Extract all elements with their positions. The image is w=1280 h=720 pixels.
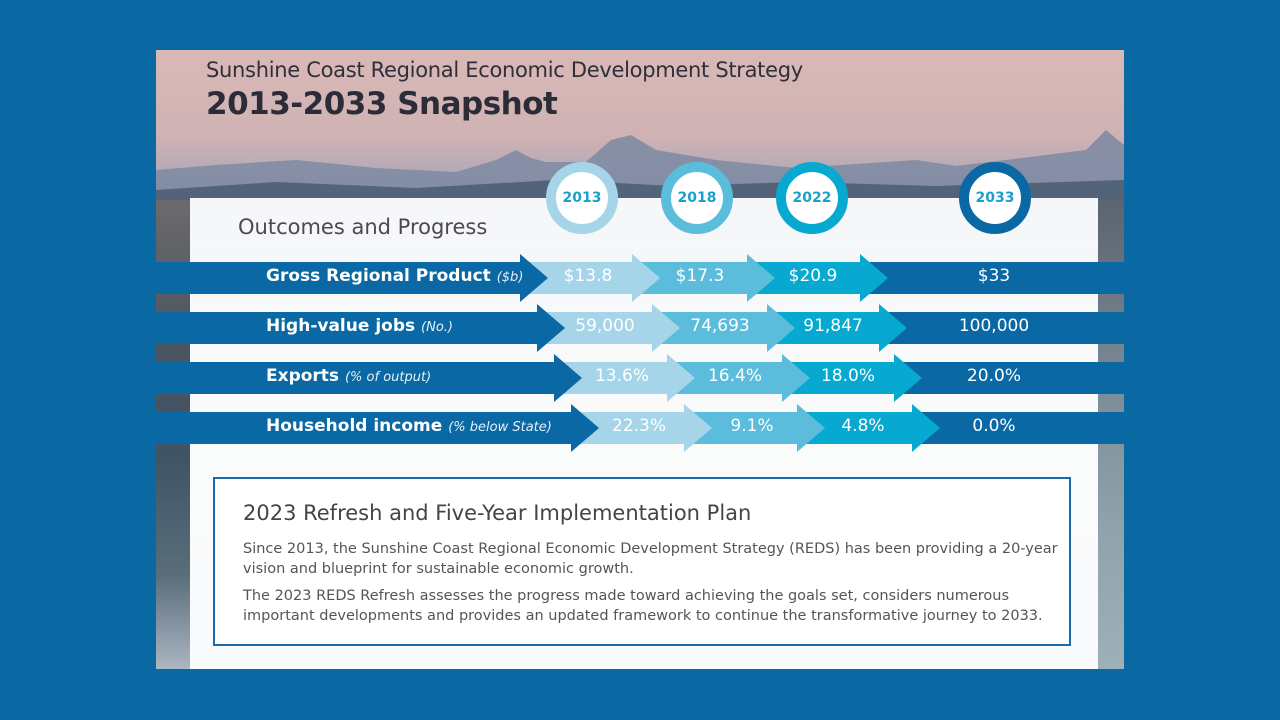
arrow-2013 [537, 304, 680, 352]
refresh-paragraph-2: The 2023 REDS Refresh assesses the progr… [243, 588, 1043, 624]
arrow-2018 [667, 354, 810, 402]
value-2022: $20.9 [788, 266, 838, 286]
metric-unit: (% below State) [448, 420, 552, 435]
metric-row: High-value jobs (No.) 59,000 74,693 91,847 1… [156, 304, 1124, 352]
metric-row: Gross Regional Product ($b) $13.8 $17.3 $20… [156, 254, 1124, 302]
snapshot-card: Sunshine Coast Regional Economic Develop… [156, 50, 1124, 669]
label-arrow [156, 254, 548, 302]
arrow-2013 [571, 404, 712, 452]
value-2022: 18.0% [820, 366, 875, 386]
value-2018: 16.4% [707, 366, 762, 386]
value-2013: $13.8 [563, 266, 613, 286]
value-2018: $17.3 [675, 266, 725, 286]
metric-unit: (% of output) [344, 370, 432, 385]
section-title: Outcomes and Progress [238, 215, 488, 239]
metric-name: Exports [266, 366, 340, 386]
arrow-2022 [782, 354, 922, 402]
metric-label: Gross Regional Product ($b) [266, 266, 523, 286]
arrow-2018 [632, 254, 775, 302]
metric-name: Gross Regional Product [266, 266, 491, 286]
arrow-2022 [797, 404, 940, 452]
refresh-paragraph-1: Since 2013, the Sunshine Coast Regional … [243, 541, 1058, 577]
metric-row: Exports (% of output) 13.6% 16.4% 18.0% 20.0… [156, 354, 1124, 402]
arrow-2022 [747, 254, 888, 302]
header-title: 2013-2033 Snapshot [206, 86, 558, 122]
value-2013: 22.3% [611, 416, 666, 436]
refresh-box: 2023 Refresh and Five-Year Implementatio… [213, 477, 1071, 646]
arrow-2018 [684, 404, 825, 452]
label-arrow [156, 354, 582, 402]
arrow-2013 [520, 254, 660, 302]
value-2033: 100,000 [958, 316, 1030, 336]
metric-unit: ($b) [496, 270, 524, 285]
metric-unit: (No.) [421, 320, 453, 335]
value-2018: 9.1% [730, 416, 774, 436]
year-badge-2033: 2033 [959, 162, 1031, 234]
metric-name: High-value jobs [266, 316, 416, 336]
metric-row: Household income (% below State) 22.3% 9.1… [156, 404, 1124, 452]
value-2018: 74,693 [690, 316, 750, 336]
metric-label: High-value jobs (No.) [266, 316, 453, 336]
year-badge-2013: 2013 [546, 162, 618, 234]
metric-label: Household income (% below State) [266, 416, 552, 436]
label-arrow [156, 304, 565, 352]
value-2033: 20.0% [966, 366, 1021, 386]
value-2013: 59,000 [575, 316, 635, 336]
value-2022: 4.8% [841, 416, 885, 436]
metric-name: Household income [266, 416, 443, 436]
year-badge-2022: 2022 [776, 162, 848, 234]
value-2022: 91,847 [803, 316, 863, 336]
value-2013: 13.6% [594, 366, 649, 386]
refresh-title: 2023 Refresh and Five-Year Implementatio… [243, 501, 752, 525]
arrow-2013 [554, 354, 695, 402]
year-badge-2018: 2018 [661, 162, 733, 234]
value-2033: 0.0% [972, 416, 1016, 436]
value-2033: $33 [977, 266, 1011, 286]
label-arrow [156, 404, 599, 452]
arrow-2018 [652, 304, 795, 352]
arrow-2022 [767, 304, 907, 352]
metric-label: Exports (% of output) [266, 366, 431, 386]
header-subtitle: Sunshine Coast Regional Economic Develop… [206, 58, 803, 82]
